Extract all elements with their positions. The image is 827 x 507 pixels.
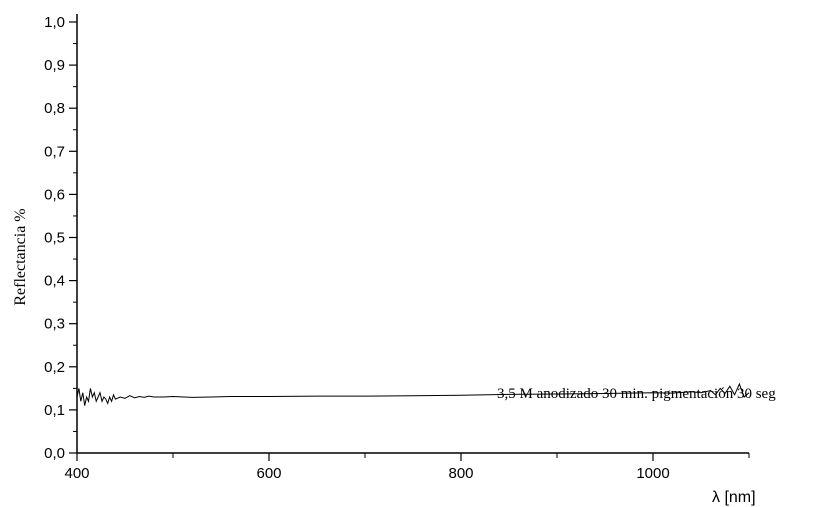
x-tick-label: 800 — [448, 465, 473, 482]
series — [76, 382, 750, 406]
y-tick-label: 0,3 — [44, 316, 65, 333]
series-line — [76, 382, 750, 406]
y-axis-title: Reflectancia % — [12, 208, 29, 305]
y-tick-label: 0,8 — [44, 100, 65, 117]
x-tick-label: 600 — [256, 465, 281, 482]
y-tick-label: 0,1 — [44, 402, 65, 419]
axes — [76, 14, 749, 454]
y-tick-label: 0,2 — [44, 359, 65, 376]
x-axis-title: λ [nm] — [712, 489, 756, 506]
y-tick-label: 0,9 — [44, 57, 65, 74]
ticks — [69, 21, 750, 461]
series-annotation: 3,5 M anodizado 30 min. pigmentación 30 … — [497, 386, 776, 402]
y-tick-label: 0,7 — [44, 143, 65, 160]
x-tick-label: 400 — [64, 465, 89, 482]
y-tick-label: 1,0 — [44, 14, 65, 31]
y-tick-label: 0,0 — [44, 445, 65, 462]
y-tick-label: 0,5 — [44, 230, 65, 247]
x-tick-label: 1000 — [636, 465, 669, 482]
y-tick-label: 0,6 — [44, 186, 65, 203]
y-tick-label: 0,4 — [44, 273, 65, 290]
tick-labels: 0,0 0,1 0,2 0,3 0,4 0,5 0,6 0,7 0,8 0,9 1,0 400 600 8… — [44, 14, 670, 482]
